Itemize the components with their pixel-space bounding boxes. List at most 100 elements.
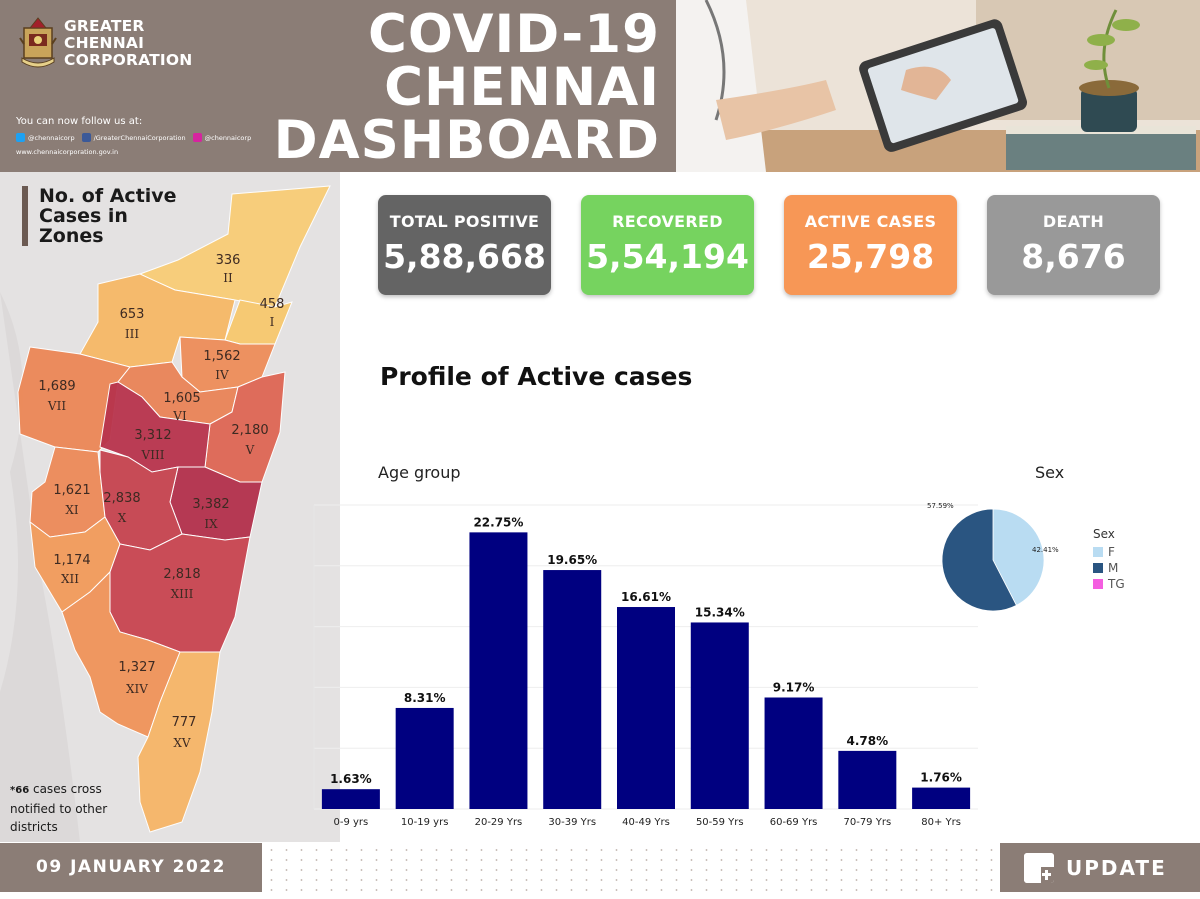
section-title: Profile of Active cases (380, 362, 693, 391)
kpi-label: RECOVERED (612, 212, 723, 231)
bar-value-label: 22.75% (473, 515, 523, 529)
legend-item-m[interactable]: M (1093, 560, 1125, 576)
facebook-handle[interactable]: /GreaterChennaiCorporation (93, 133, 186, 142)
zone-xiii-value: 2,818 (163, 567, 200, 582)
pie-slice-f[interactable] (992, 508, 1045, 606)
x-tick-label: 40-49 Yrs (622, 817, 670, 828)
twitter-icon[interactable] (16, 133, 25, 142)
zone-x-value: 2,838 (103, 491, 140, 506)
bar-value-label: 1.63% (330, 772, 372, 786)
zone-ii-value: 336 (216, 253, 241, 268)
bar-80-yrs[interactable] (912, 787, 971, 809)
zone-xii-label: XII (61, 572, 79, 586)
kpi-label: ACTIVE CASES (804, 212, 937, 231)
x-tick-label: 20-29 Yrs (475, 817, 523, 828)
org-name-line: CHENNAI (64, 34, 145, 52)
social-follow: You can now follow us at: @chennaicorp /… (16, 116, 251, 156)
age-group-chart-title: Age group (378, 463, 461, 482)
zone-xii-value: 1,174 (53, 553, 90, 568)
org-name: GREATER CHENNAI CORPORATION (64, 18, 192, 69)
kpi-label: TOTAL POSITIVE (389, 212, 540, 231)
kpi-value: 8,676 (1021, 237, 1126, 276)
note-line: cases cross (32, 782, 102, 796)
zone-xv-region[interactable] (137, 651, 221, 833)
instagram-handle[interactable]: @chennaicorp (204, 133, 252, 142)
zone-xiii-label: XIII (171, 587, 194, 601)
org-name-line: GREATER (64, 17, 145, 35)
bar-60-69-yrs[interactable] (764, 697, 823, 809)
update-badge: UPDATE (1000, 843, 1200, 892)
legend-label: F (1108, 545, 1115, 559)
bar-70-79-yrs[interactable] (838, 750, 897, 809)
bar-40-49-yrs[interactable] (617, 607, 675, 809)
bar-50-59-yrs[interactable] (690, 622, 749, 809)
zone-iv-value: 1,562 (203, 349, 240, 364)
website-link[interactable]: www.chennaicorporation.gov.in (16, 148, 119, 156)
pie-label-f: 42.41% (1032, 546, 1059, 554)
bar-value-label: 16.61% (621, 590, 671, 604)
zone-vii-value: 1,689 (38, 379, 75, 394)
zone-xiv-value: 1,327 (118, 660, 155, 675)
facebook-icon[interactable] (81, 133, 91, 142)
legend-title: Sex (1093, 527, 1115, 541)
bar-value-label: 8.31% (404, 691, 446, 705)
x-tick-label: 80+ Yrs (921, 817, 961, 828)
bar-value-label: 15.34% (695, 605, 745, 619)
x-tick-label: 50-59 Yrs (696, 817, 744, 828)
social-links: @chennaicorp /GreaterChennaiCorporation … (16, 133, 251, 142)
x-tick-label: 0-9 yrs (334, 817, 369, 828)
bar-0-9-yrs[interactable] (321, 789, 380, 809)
follow-label: You can now follow us at: (16, 116, 143, 127)
x-tick-label: 70-79 Yrs (843, 817, 891, 828)
zone-viii-value: 3,312 (134, 428, 171, 443)
bar-10-19-yrs[interactable] (395, 707, 454, 809)
bar-20-29-yrs[interactable] (469, 532, 528, 809)
kpi-value: 5,54,194 (586, 237, 749, 276)
age-group-bar-chart: 1.63% 0-9 yrs 8.31% 10-19 yrs 22.75% 20-29 Yr… (313, 504, 978, 828)
report-date: 09 JANUARY 2022 (0, 843, 262, 892)
zone-iii-value: 653 (120, 307, 145, 322)
x-tick-label: 60-69 Yrs (770, 817, 818, 828)
pie-label-m: 57.59% (927, 502, 954, 510)
map-title-line: No. of Active (39, 185, 177, 207)
bar-30-39-yrs[interactable] (543, 570, 602, 809)
zone-vi-value: 1,605 (163, 391, 200, 406)
zone-iv-label: IV (215, 368, 229, 382)
sex-chart-title: Sex (1035, 463, 1065, 482)
header-photo (676, 0, 1200, 172)
instagram-icon[interactable] (192, 133, 202, 142)
zone-xiv-label: XIV (126, 682, 148, 696)
legend-item-f[interactable]: F (1093, 544, 1125, 560)
legend-label: M (1108, 561, 1119, 575)
kpi-value: 5,88,668 (383, 237, 546, 276)
cross-notified-note: *66 cases cross notified to other distri… (10, 780, 107, 836)
zone-xv-value: 777 (172, 715, 197, 730)
bar-value-label: 4.78% (847, 734, 889, 748)
zone-v-value: 2,180 (231, 423, 268, 438)
legend-swatch (1093, 563, 1103, 573)
org-name-line: CORPORATION (64, 51, 193, 69)
legend-item-tg[interactable]: TG (1093, 576, 1125, 592)
org-logo: GREATER CHENNAI CORPORATION (18, 14, 278, 84)
corporation-seal-icon (19, 17, 57, 68)
map-title-line: Cases in (39, 205, 128, 227)
kpi-total-positive: TOTAL POSITIVE 5,88,668 (378, 195, 551, 295)
doctor-tablet-illustration (676, 0, 1200, 172)
bar-value-label: 1.76% (920, 771, 962, 785)
pie-slice-m[interactable] (941, 508, 1017, 612)
x-tick-label: 10-19 yrs (401, 817, 448, 828)
legend-swatch (1093, 547, 1103, 557)
legend-label: TG (1108, 577, 1125, 591)
zone-i-label: I (270, 315, 275, 329)
twitter-handle[interactable]: @chennaicorp (28, 133, 75, 142)
kpi-death: DEATH 8,676 (987, 195, 1160, 295)
title-line: COVID-19 (368, 4, 660, 65)
zone-map-panel: 336 II 458 I 653 III 1,562 IV 1,689 VII … (0, 172, 340, 842)
kpi-value: 25,798 (806, 237, 935, 276)
kpi-active-cases: ACTIVE CASES 25,798 (784, 195, 957, 295)
kpi-recovered: RECOVERED 5,54,194 (581, 195, 754, 295)
zone-xv-label: XV (173, 736, 191, 750)
zone-ix-value: 3,382 (192, 497, 229, 512)
note-mark: *66 (10, 785, 30, 796)
